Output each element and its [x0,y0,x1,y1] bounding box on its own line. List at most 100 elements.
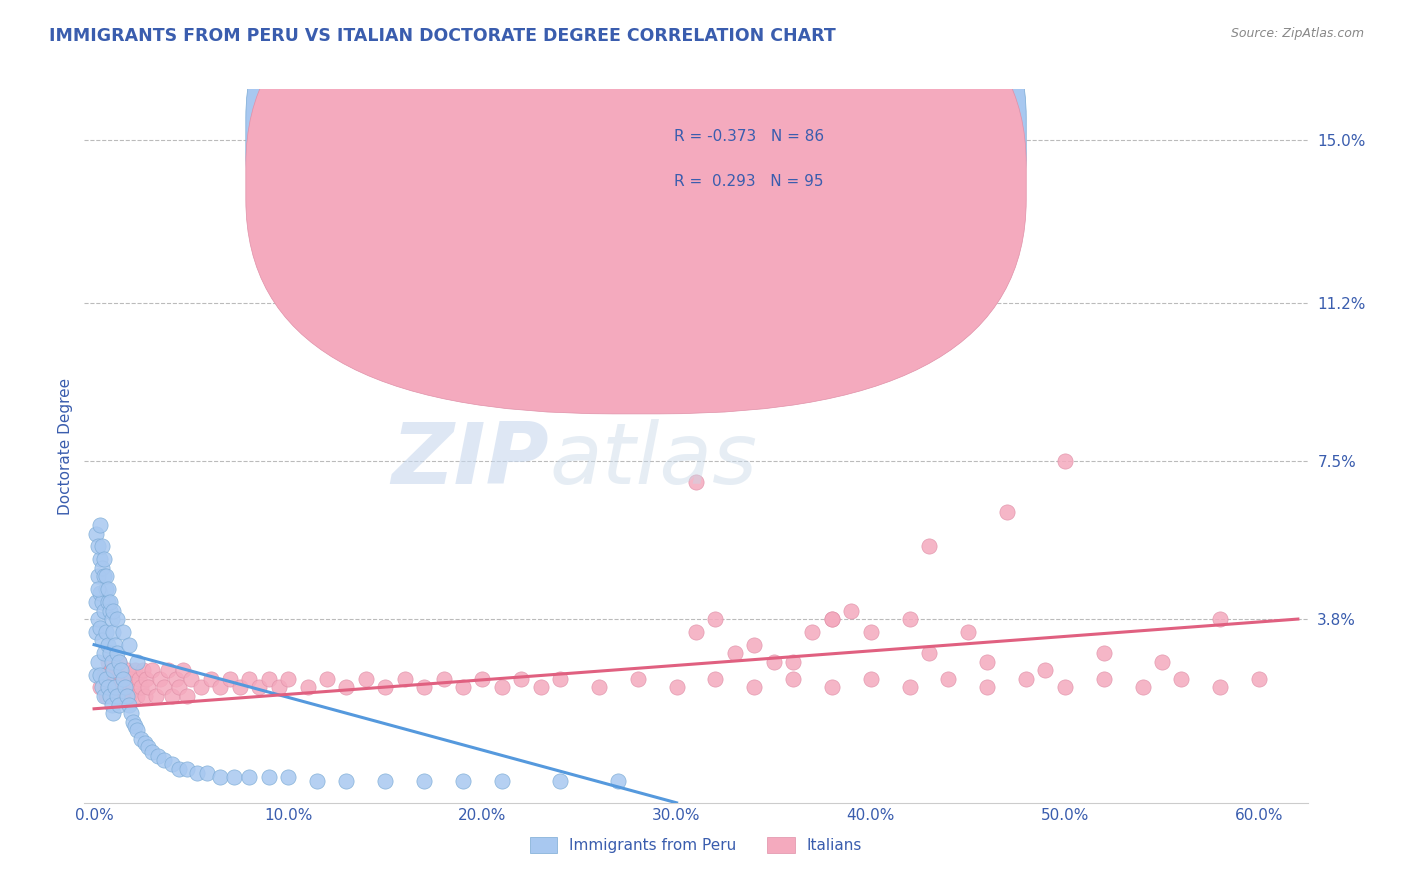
Point [432,672,454,686]
Point [120,672,142,686]
Point [413,774,436,789]
Point [782,368,804,383]
Point [451,774,474,789]
Point [94,672,117,686]
Point [762,655,785,669]
Point [839,603,862,617]
Point [267,681,290,695]
Point [94,582,117,596]
Point [169,762,191,776]
Point [125,689,148,703]
Point [93,667,115,681]
Point [588,681,610,695]
Point [114,681,136,695]
Point [665,681,688,695]
Point [491,774,513,789]
Point [98,646,121,660]
Point [821,681,844,695]
Point [169,681,191,695]
Point [134,689,156,703]
Point [89,667,111,681]
Point [451,681,474,695]
Point [607,774,630,789]
Point [156,663,179,677]
Point [257,672,280,686]
Point [742,681,765,695]
Point [124,719,146,733]
Point [918,540,941,554]
Point [146,748,169,763]
Point [976,655,998,669]
Point [724,646,747,660]
Point [548,672,571,686]
Point [97,638,120,652]
Point [98,689,121,703]
Point [995,505,1018,519]
Point [374,681,396,695]
Point [97,582,120,596]
Point [94,569,117,583]
Point [976,681,998,695]
Point [172,663,194,677]
Point [153,681,176,695]
Point [129,731,152,746]
Point [165,672,187,686]
Point [84,624,107,639]
Point [149,672,172,686]
Y-axis label: Doctorate Degree: Doctorate Degree [58,377,73,515]
Point [98,676,121,690]
Point [160,757,183,772]
Point [938,672,960,686]
Point [247,681,270,695]
Text: ZIP: ZIP [391,418,550,502]
Point [128,672,150,686]
Text: R = -0.373   N = 86: R = -0.373 N = 86 [673,128,824,144]
Point [782,672,804,686]
Point [491,681,513,695]
Point [129,681,152,695]
Point [394,672,416,686]
Point [238,770,260,784]
Point [138,740,160,755]
Point [704,672,727,686]
Point [125,655,148,669]
Point [801,624,824,639]
Point [316,672,339,686]
Point [112,672,135,686]
Point [89,552,111,566]
Point [1170,672,1192,686]
Point [90,561,112,575]
Point [859,672,882,686]
Point [134,736,156,750]
Point [118,689,141,703]
Point [219,672,242,686]
Point [821,304,844,318]
Point [84,667,107,681]
Point [112,624,135,639]
FancyBboxPatch shape [246,0,1026,368]
Point [125,723,148,738]
Point [87,569,110,583]
Point [100,655,122,669]
Point [90,595,112,609]
Point [94,689,117,703]
Point [956,624,979,639]
Point [374,774,396,789]
Point [918,646,941,660]
Point [1092,672,1115,686]
Point [97,595,120,609]
Point [87,655,110,669]
Point [87,582,110,596]
Point [160,689,183,703]
Point [98,595,121,609]
Point [413,681,436,695]
Point [297,681,319,695]
Point [115,663,138,677]
Point [112,672,135,686]
Point [94,624,117,639]
Point [93,552,115,566]
Point [1247,672,1270,686]
Point [93,689,115,703]
Point [898,612,921,626]
Point [103,603,125,617]
